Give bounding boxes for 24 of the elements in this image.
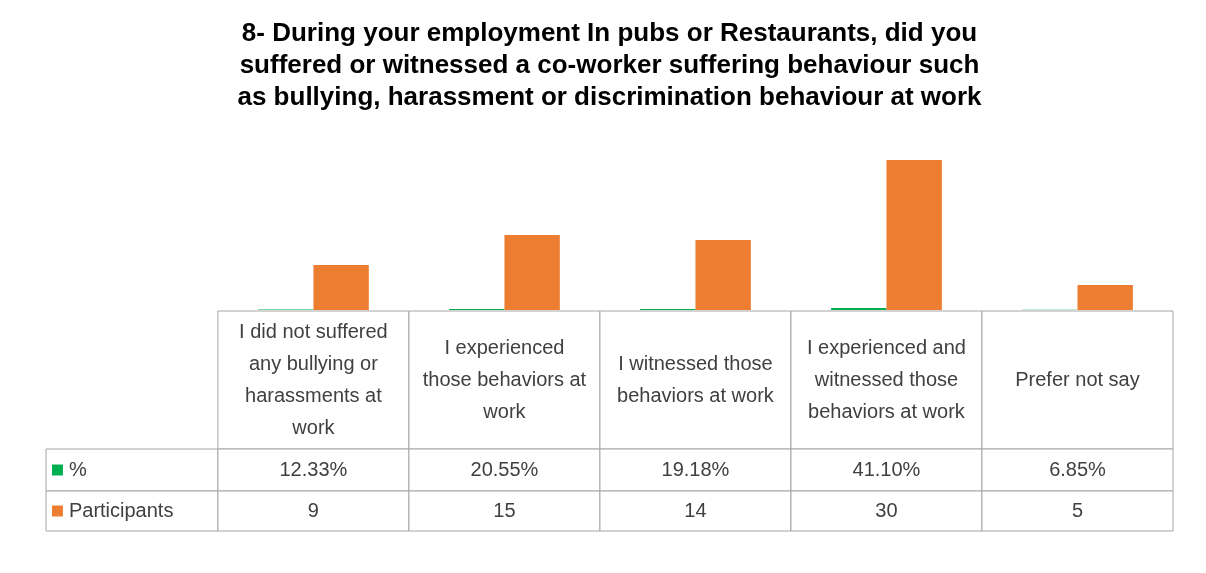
x-tick-label: I witnessed those behaviors at work (617, 352, 775, 406)
x-tick-label: I experienced and witnessed those behaviors at work (806, 336, 966, 422)
legend-label: Participants (68, 499, 174, 521)
x-tick-label: I did not suffered any bullying or harassments at work (239, 320, 388, 438)
legend-label: % (68, 458, 87, 480)
data-label: 19.18% (661, 458, 730, 480)
bar (313, 265, 369, 310)
bar (831, 307, 887, 310)
bar (695, 240, 751, 310)
bar (1077, 285, 1133, 310)
bar (504, 235, 560, 310)
chart-title: 8- During your employment In pubs or Restaurants, did you suffered or witnessed a co-worker suffering behaviour such as bullying, harassment or discrimination behaviour at work (237, 17, 983, 111)
data-label: 5 (1071, 499, 1084, 521)
data-label: 12.33% (279, 458, 348, 480)
data-label: 6.85% (1049, 458, 1107, 480)
bar (886, 160, 942, 310)
data-label: 30 (875, 499, 898, 521)
x-tick-label: Prefer not say (1015, 368, 1140, 390)
data-label: 15 (493, 499, 516, 521)
x-tick-label: I experienced those behaviors at work (422, 336, 587, 422)
data-label: 20.55% (470, 458, 539, 480)
data-label: 14 (684, 499, 707, 521)
data-label: 41.10% (852, 458, 921, 480)
data-label: 9 (307, 499, 319, 521)
